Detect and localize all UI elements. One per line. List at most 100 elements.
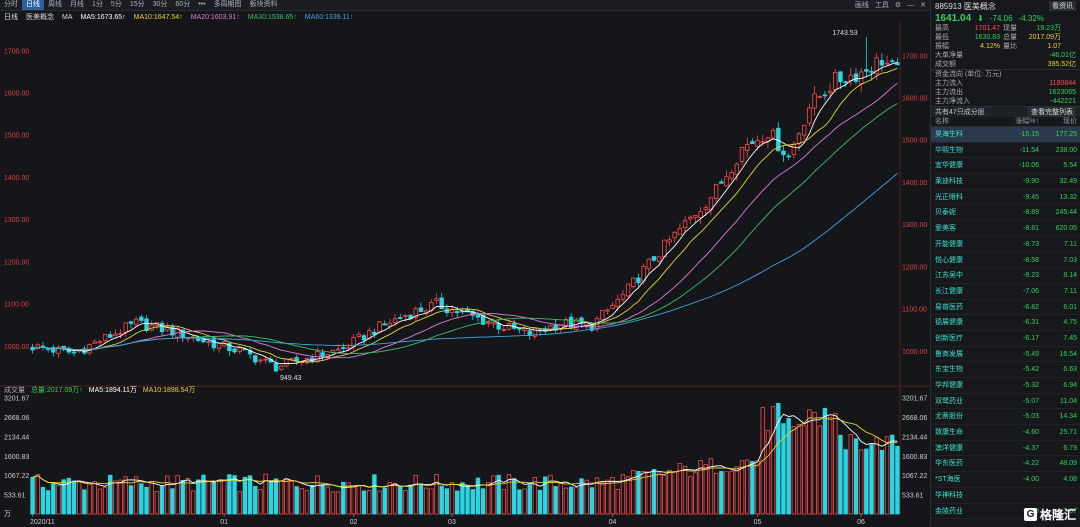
candle[interactable] bbox=[838, 71, 843, 83]
toolbar-tool[interactable]: 工具 bbox=[874, 2, 889, 9]
volume-bar[interactable] bbox=[242, 476, 248, 515]
volume-bar[interactable] bbox=[377, 490, 382, 515]
news-button[interactable]: 看资讯 bbox=[1049, 1, 1076, 11]
candle[interactable] bbox=[144, 318, 149, 331]
candle[interactable] bbox=[284, 358, 289, 367]
volume-bar[interactable] bbox=[651, 469, 657, 515]
volume-bar[interactable] bbox=[149, 481, 154, 515]
volume-bar[interactable] bbox=[403, 490, 408, 515]
volume-bar[interactable] bbox=[527, 484, 532, 515]
candle[interactable] bbox=[579, 317, 584, 324]
candle[interactable] bbox=[377, 321, 382, 333]
candle[interactable] bbox=[812, 93, 817, 109]
candle[interactable] bbox=[118, 333, 123, 336]
candle[interactable] bbox=[750, 141, 755, 145]
volume-bar[interactable] bbox=[51, 482, 56, 515]
volume-bar[interactable] bbox=[563, 487, 569, 515]
table-row[interactable]: 澳洋健康 -4.37 6.79 bbox=[931, 441, 1080, 457]
volume-bar[interactable] bbox=[812, 411, 817, 515]
table-row[interactable]: 贝泰妮 -8.89 245.44 bbox=[931, 205, 1080, 222]
candle[interactable] bbox=[382, 323, 387, 326]
candle[interactable] bbox=[719, 181, 724, 184]
table-row[interactable]: 华东医药 -4.22 48.09 bbox=[931, 456, 1080, 473]
volume-bar[interactable] bbox=[190, 490, 196, 515]
period-tab[interactable]: ••• bbox=[198, 1, 206, 8]
volume-bar[interactable] bbox=[713, 472, 719, 515]
volume-bar[interactable] bbox=[553, 486, 558, 515]
candle[interactable] bbox=[56, 346, 61, 354]
volume-bar[interactable] bbox=[92, 481, 97, 515]
volume-bar[interactable] bbox=[791, 426, 797, 515]
candle[interactable] bbox=[133, 318, 139, 326]
candle[interactable] bbox=[361, 335, 367, 341]
candle[interactable] bbox=[320, 352, 325, 357]
volume-bar[interactable] bbox=[641, 470, 646, 515]
volume-bar[interactable] bbox=[600, 482, 605, 515]
volume-bar[interactable] bbox=[102, 486, 108, 515]
period-tab[interactable]: 分时 bbox=[4, 1, 18, 8]
volume-bar[interactable] bbox=[874, 437, 879, 515]
period-tab[interactable]: 多周期图 bbox=[213, 1, 242, 8]
candle[interactable] bbox=[491, 322, 496, 325]
candle[interactable] bbox=[170, 326, 175, 336]
volume-bar[interactable] bbox=[895, 446, 900, 515]
volume-bar[interactable] bbox=[465, 485, 470, 515]
candle[interactable] bbox=[128, 321, 134, 324]
candle[interactable] bbox=[745, 144, 750, 151]
candle[interactable] bbox=[760, 141, 765, 144]
volume-bar[interactable] bbox=[56, 484, 61, 515]
candle[interactable] bbox=[833, 71, 838, 91]
volume-bar[interactable] bbox=[620, 474, 626, 515]
volume-bar[interactable] bbox=[87, 483, 92, 515]
volume-bar[interactable] bbox=[708, 458, 714, 515]
col-change[interactable]: 涨幅%↑ bbox=[1015, 118, 1039, 125]
candle[interactable] bbox=[693, 215, 698, 218]
volume-bar[interactable] bbox=[532, 477, 538, 515]
candle[interactable] bbox=[216, 343, 222, 349]
candle[interactable] bbox=[703, 207, 709, 211]
table-row[interactable]: 易普医药 -6.82 6.01 bbox=[931, 300, 1080, 316]
candle[interactable] bbox=[273, 363, 279, 372]
volume-bar[interactable] bbox=[755, 460, 760, 515]
candle[interactable] bbox=[501, 329, 507, 331]
volume-bar[interactable] bbox=[310, 484, 315, 515]
period-tab[interactable]: 5分 bbox=[110, 1, 122, 8]
volume-bar[interactable] bbox=[45, 490, 51, 515]
volume-bar[interactable] bbox=[558, 483, 564, 515]
candle[interactable] bbox=[656, 256, 662, 262]
period-tab[interactable]: 周线 bbox=[48, 1, 62, 8]
full-list-button[interactable]: 查看完整列表 bbox=[1028, 107, 1076, 117]
candle[interactable] bbox=[755, 140, 760, 147]
volume-bar[interactable] bbox=[688, 476, 693, 515]
volume-bar[interactable] bbox=[729, 470, 734, 515]
volume-bar[interactable] bbox=[351, 485, 356, 515]
volume-bar[interactable] bbox=[548, 474, 553, 515]
table-row[interactable]: 致康生命 -4.60 25.71 bbox=[931, 425, 1080, 441]
close-icon[interactable]: ✕ bbox=[920, 2, 926, 9]
candle[interactable] bbox=[486, 322, 491, 324]
candle[interactable] bbox=[403, 314, 408, 317]
volume-bar[interactable] bbox=[30, 476, 35, 515]
volume-bar[interactable] bbox=[206, 481, 211, 515]
candle[interactable] bbox=[71, 351, 77, 354]
candle[interactable] bbox=[92, 341, 97, 344]
volume-bar[interactable] bbox=[40, 486, 46, 515]
table-row[interactable]: 东宝生物 -5.42 6.63 bbox=[931, 362, 1080, 378]
volume-bar[interactable] bbox=[543, 476, 548, 515]
period-tab[interactable]: 1分 bbox=[92, 1, 103, 8]
volume-bar[interactable] bbox=[165, 475, 170, 515]
volume-bar[interactable] bbox=[838, 434, 843, 515]
volume-bar[interactable] bbox=[848, 434, 854, 515]
volume-bar[interactable] bbox=[656, 472, 662, 515]
candle[interactable] bbox=[770, 129, 776, 139]
volume-bar[interactable] bbox=[858, 449, 864, 515]
candle[interactable] bbox=[139, 316, 144, 321]
volume-bar[interactable] bbox=[221, 480, 227, 515]
period-tab[interactable]: 15分 bbox=[129, 1, 145, 8]
volume-bar[interactable] bbox=[429, 488, 434, 515]
volume-bar[interactable] bbox=[734, 466, 740, 515]
volume-bar[interactable] bbox=[537, 489, 543, 515]
volume-bar[interactable] bbox=[294, 486, 299, 515]
candle[interactable] bbox=[108, 334, 113, 338]
candle[interactable] bbox=[734, 163, 740, 175]
